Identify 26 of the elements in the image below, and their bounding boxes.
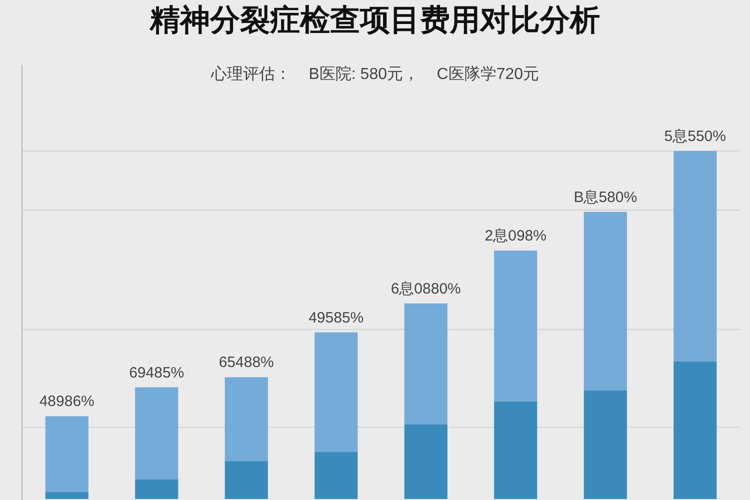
bar: [674, 362, 717, 499]
bar: [224, 461, 268, 499]
bar: [135, 387, 178, 480]
bar: [584, 212, 627, 390]
bar: [314, 332, 358, 452]
annotation: 6息0880%: [390, 280, 461, 298]
annotation: 65488%: [218, 354, 274, 372]
bar: [224, 377, 268, 462]
chart-title: 精神分裂症检查项目费用对比分析: [149, 4, 600, 37]
bar: [584, 390, 627, 499]
bar: [45, 416, 88, 492]
bar: [404, 424, 448, 499]
annotation: 49585%: [308, 309, 364, 326]
annotation: 2息098%: [484, 228, 546, 245]
bar: [314, 452, 358, 499]
chart-subtitle: 心理评估： B医院: 580元， C医隊学720元: [210, 65, 540, 83]
bar: [135, 479, 178, 499]
annotation: 48986%: [39, 393, 94, 410]
bar: [494, 250, 538, 402]
bar: [674, 151, 717, 362]
bar: [45, 492, 88, 499]
annotation: B息580%: [574, 188, 638, 206]
annotation: 5息550%: [664, 128, 726, 145]
bar: [404, 303, 448, 424]
bar: [494, 401, 538, 499]
annotation: 69485%: [129, 364, 184, 382]
